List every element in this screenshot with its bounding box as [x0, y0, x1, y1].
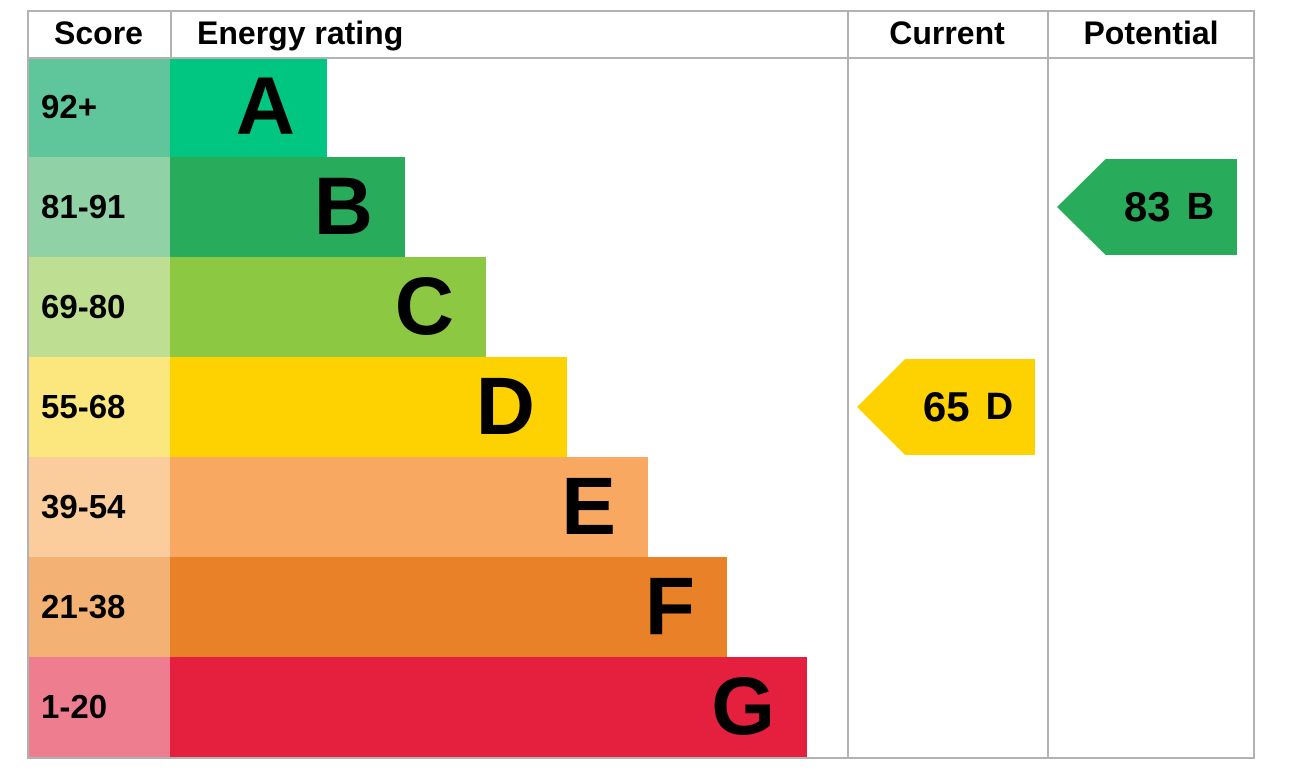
band-letter: F [644, 561, 695, 652]
score-range-label: 69-80 [27, 257, 170, 357]
band-letter: E [561, 461, 616, 552]
current-rating-arrow-icon: 65 D [857, 359, 1035, 455]
band-row-g: 1-20 G [27, 657, 847, 757]
band-row-a: 92+ A [27, 57, 847, 157]
band-row-e: 39-54 E [27, 457, 847, 557]
band-bar-c: C [170, 257, 486, 357]
score-range-label: 81-91 [27, 157, 170, 257]
score-range-label: 1-20 [27, 657, 170, 757]
band-bar-d: D [170, 357, 567, 457]
band-letter: A [235, 61, 295, 152]
band-bar-b: B [170, 157, 405, 257]
header-energy-rating: Energy rating [197, 15, 404, 51]
band-row-d: 55-68 D [27, 357, 847, 457]
score-range-label: 21-38 [27, 557, 170, 657]
score-range-label: 92+ [27, 57, 170, 157]
band-bar-a: A [170, 57, 327, 157]
potential-rating-band: B [1186, 185, 1215, 228]
potential-rating-arrow-icon: 83 B [1057, 159, 1237, 255]
divider-energy-current [847, 10, 849, 759]
table-border-bottom [27, 757, 1255, 759]
current-rating-band: D [985, 385, 1014, 428]
divider-score-energy [170, 10, 172, 57]
current-rating-value: 65 [922, 383, 970, 430]
table-border-right [1253, 10, 1255, 759]
header-current: Current [889, 15, 1005, 51]
header-potential: Potential [1083, 15, 1219, 51]
table-border-header-bottom [27, 57, 1255, 59]
band-row-b: 81-91 B [27, 157, 847, 257]
header-score: Score [54, 15, 143, 51]
band-row-c: 69-80 C [27, 257, 847, 357]
band-letter: C [394, 261, 454, 352]
table-border-left [27, 10, 29, 759]
band-row-f: 21-38 F [27, 557, 847, 657]
band-letter: G [711, 661, 775, 752]
score-range-label: 55-68 [27, 357, 170, 457]
band-bar-f: F [170, 557, 727, 657]
table-border-top [27, 10, 1255, 12]
potential-rating-value: 83 [1123, 183, 1171, 230]
band-letter: B [313, 161, 373, 252]
band-bar-g: G [170, 657, 807, 757]
band-bar-e: E [170, 457, 648, 557]
score-range-label: 39-54 [27, 457, 170, 557]
band-letter: D [475, 361, 535, 452]
divider-current-potential [1047, 10, 1049, 759]
